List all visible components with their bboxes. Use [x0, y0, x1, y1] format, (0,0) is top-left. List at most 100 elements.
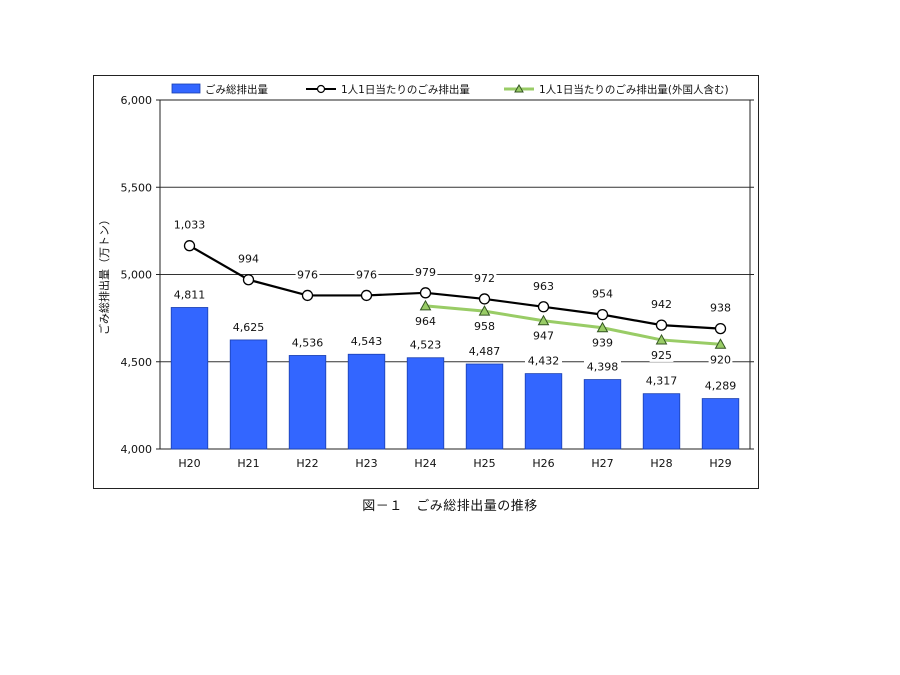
- bar: [288, 355, 327, 450]
- triangle-marker: [537, 314, 550, 326]
- bar-value-label-bg: [466, 345, 503, 359]
- triangle-marker: [655, 333, 668, 345]
- figure-caption: 図－１ ごみ総排出量の推移: [362, 499, 538, 514]
- triangle-marker: [419, 299, 432, 311]
- circle-marker: [655, 319, 668, 331]
- foreign-incl-value-label-bg: [472, 320, 497, 334]
- x-tick-label: H22: [296, 457, 318, 470]
- left-tick-label: 4,500: [121, 356, 153, 369]
- x-tick-label: H25: [473, 457, 495, 470]
- bar-value-label-bg: [407, 338, 444, 352]
- series-line-foreign-incl: [425, 304, 721, 346]
- circle-marker: [301, 289, 314, 302]
- left-tick-label: 6,000: [121, 94, 153, 107]
- per-capita-value-label: 994: [238, 253, 259, 266]
- circle-marker: [714, 322, 727, 335]
- per-capita-value-label-bg: [413, 265, 438, 279]
- bar-value-label: 4,432: [528, 355, 560, 368]
- bar-value-label: 4,487: [469, 345, 501, 358]
- x-tick-label: H29: [709, 457, 731, 470]
- left-tick-label: 5,500: [121, 181, 153, 194]
- legend-marker-per-capita: [316, 84, 326, 94]
- foreign-incl-value-label: 920: [710, 353, 731, 366]
- circle-marker: [419, 287, 432, 299]
- legend-label-per-capita: 1人1日当たりのごみ排出量: [341, 83, 470, 96]
- foreign-incl-value-label-bg: [649, 348, 674, 362]
- per-capita-value-label-bg: [472, 271, 497, 285]
- bar-value-label: 4,289: [705, 380, 737, 393]
- bar-value-label-bg: [525, 354, 562, 368]
- bar-value-label: 4,811: [174, 288, 206, 301]
- triangle-marker: [714, 338, 727, 349]
- bar: [347, 353, 386, 450]
- per-capita-value-label: 938: [710, 302, 731, 315]
- circle-marker: [537, 301, 550, 313]
- per-capita-value-label-bg: [236, 252, 261, 266]
- foreign-incl-value-label: 958: [474, 320, 495, 333]
- chart-frame: 4,0004,5005,0005,5006,0008009001,0001,10…: [93, 75, 759, 489]
- per-capita-value-label: 1,033: [174, 219, 206, 232]
- per-capita-value-label-bg: [708, 301, 733, 315]
- foreign-incl-value-label: 925: [651, 349, 672, 362]
- x-tick-label: H28: [650, 457, 672, 470]
- bar-value-label: 4,398: [587, 361, 619, 374]
- bar-value-label-bg: [289, 336, 326, 350]
- bar: [524, 373, 563, 450]
- bar-value-label-bg: [171, 288, 208, 302]
- left-axis-title: ごみ総排出量（万トン）: [97, 214, 111, 335]
- bar: [642, 393, 681, 450]
- bar-value-label-bg: [584, 360, 621, 374]
- per-capita-value-label-bg: [171, 218, 208, 232]
- bar-value-label-bg: [230, 320, 267, 334]
- triangle-marker: [596, 321, 609, 333]
- per-capita-value-label-bg: [295, 268, 320, 282]
- left-tick-label: 5,000: [121, 269, 153, 282]
- per-capita-value-label: 954: [592, 288, 613, 301]
- per-capita-value-label: 979: [415, 266, 436, 279]
- bar: [465, 363, 504, 450]
- foreign-incl-value-label-bg: [708, 353, 733, 367]
- bar-value-label: 4,523: [410, 339, 442, 352]
- foreign-incl-value-label: 947: [533, 330, 554, 343]
- per-capita-value-label-bg: [354, 268, 379, 282]
- x-tick-label: H23: [355, 457, 377, 470]
- per-capita-value-label-bg: [531, 279, 556, 293]
- bar-value-label-bg: [702, 379, 739, 393]
- x-tick-label: H21: [237, 457, 259, 470]
- chart: 4,0004,5005,0005,5006,0008009001,0001,10…: [97, 83, 754, 470]
- foreign-incl-value-label-bg: [531, 329, 556, 343]
- circle-marker: [478, 293, 491, 305]
- bar: [170, 307, 209, 450]
- circle-marker: [360, 289, 373, 302]
- per-capita-value-label: 972: [474, 272, 495, 285]
- per-capita-value-label-bg: [590, 287, 615, 301]
- left-tick-label: 4,000: [121, 443, 153, 456]
- legend-label-foreign-incl: 1人1日当たりのごみ排出量(外国人含む): [539, 83, 729, 96]
- legend-swatch-bars: [171, 83, 201, 94]
- foreign-incl-value-label-bg: [413, 314, 438, 328]
- circle-marker: [183, 240, 196, 252]
- series-line-per-capita: [188, 244, 721, 330]
- foreign-incl-value-label-bg: [590, 336, 615, 350]
- bar: [701, 398, 740, 450]
- x-tick-label: H20: [178, 457, 200, 470]
- per-capita-value-label: 963: [533, 280, 554, 293]
- circle-marker: [242, 274, 255, 286]
- x-tick-label: H26: [532, 457, 554, 470]
- triangle-marker: [478, 305, 491, 316]
- bar: [583, 379, 622, 450]
- bar: [406, 357, 445, 450]
- circle-marker: [596, 308, 609, 321]
- legend-label-bars: ごみ総排出量: [205, 83, 268, 96]
- per-capita-value-label: 976: [297, 268, 318, 281]
- x-tick-label: H27: [591, 457, 613, 470]
- bar-value-label: 4,625: [233, 321, 265, 334]
- foreign-incl-value-label: 939: [592, 337, 613, 350]
- per-capita-value-label: 976: [356, 268, 377, 281]
- x-tick-label: H24: [414, 457, 436, 470]
- per-capita-value-label-bg: [649, 298, 674, 312]
- bar-value-label: 4,317: [646, 375, 678, 388]
- bar-value-label-bg: [348, 335, 385, 349]
- per-capita-value-label: 942: [651, 298, 672, 311]
- bar-value-label-bg: [643, 374, 680, 388]
